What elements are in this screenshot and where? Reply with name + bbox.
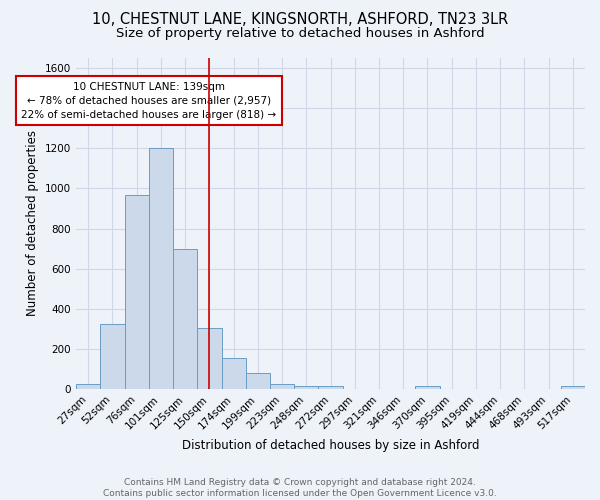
Bar bbox=[561, 386, 585, 390]
Text: Size of property relative to detached houses in Ashford: Size of property relative to detached ho… bbox=[116, 28, 484, 40]
Bar bbox=[173, 248, 197, 390]
Bar bbox=[246, 374, 270, 390]
X-axis label: Distribution of detached houses by size in Ashford: Distribution of detached houses by size … bbox=[182, 440, 479, 452]
Bar bbox=[221, 358, 246, 390]
Bar bbox=[100, 324, 125, 390]
Text: 10 CHESTNUT LANE: 139sqm
← 78% of detached houses are smaller (2,957)
22% of sem: 10 CHESTNUT LANE: 139sqm ← 78% of detach… bbox=[21, 82, 277, 120]
Bar bbox=[415, 386, 440, 390]
Text: Contains HM Land Registry data © Crown copyright and database right 2024.
Contai: Contains HM Land Registry data © Crown c… bbox=[103, 478, 497, 498]
Bar bbox=[294, 386, 319, 390]
Bar bbox=[125, 196, 149, 390]
Bar bbox=[76, 384, 100, 390]
Text: 10, CHESTNUT LANE, KINGSNORTH, ASHFORD, TN23 3LR: 10, CHESTNUT LANE, KINGSNORTH, ASHFORD, … bbox=[92, 12, 508, 28]
Bar bbox=[197, 328, 221, 390]
Bar bbox=[149, 148, 173, 390]
Bar bbox=[319, 386, 343, 390]
Y-axis label: Number of detached properties: Number of detached properties bbox=[26, 130, 40, 316]
Bar bbox=[270, 384, 294, 390]
